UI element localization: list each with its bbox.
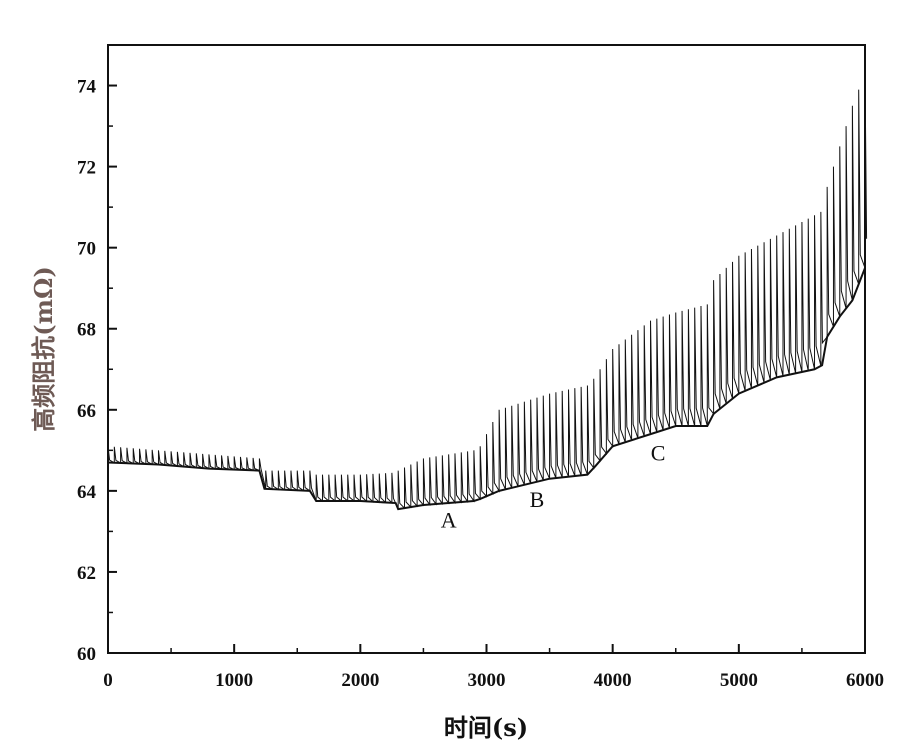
y-tick-label: 66	[77, 401, 96, 422]
x-tick-label: 4000	[594, 670, 632, 691]
data-layer	[108, 73, 867, 509]
y-tick-label: 74	[77, 77, 97, 98]
x-tick-label: 1000	[215, 670, 253, 691]
impedance-pulse-series	[108, 73, 867, 509]
y-tick-label: 62	[77, 563, 96, 584]
x-tick-label: 6000	[846, 670, 884, 691]
y-tick-label: 68	[77, 320, 96, 341]
annotation-c: C	[651, 440, 666, 465]
x-tick-label: 0	[103, 670, 113, 691]
y-tick-label: 70	[77, 239, 96, 260]
y-axis-title: 高频阻抗(mΩ)	[29, 266, 58, 431]
y-tick-label: 72	[77, 158, 96, 179]
x-tick-label: 3000	[468, 670, 506, 691]
x-tick-label: 5000	[720, 670, 758, 691]
y-tick-label: 64	[77, 482, 97, 503]
annotation-a: A	[441, 507, 457, 532]
y-tick-label: 60	[77, 644, 96, 665]
annotation-b: B	[530, 487, 545, 512]
x-axis-title: 时间(s)	[444, 713, 528, 742]
x-tick-label: 2000	[341, 670, 379, 691]
